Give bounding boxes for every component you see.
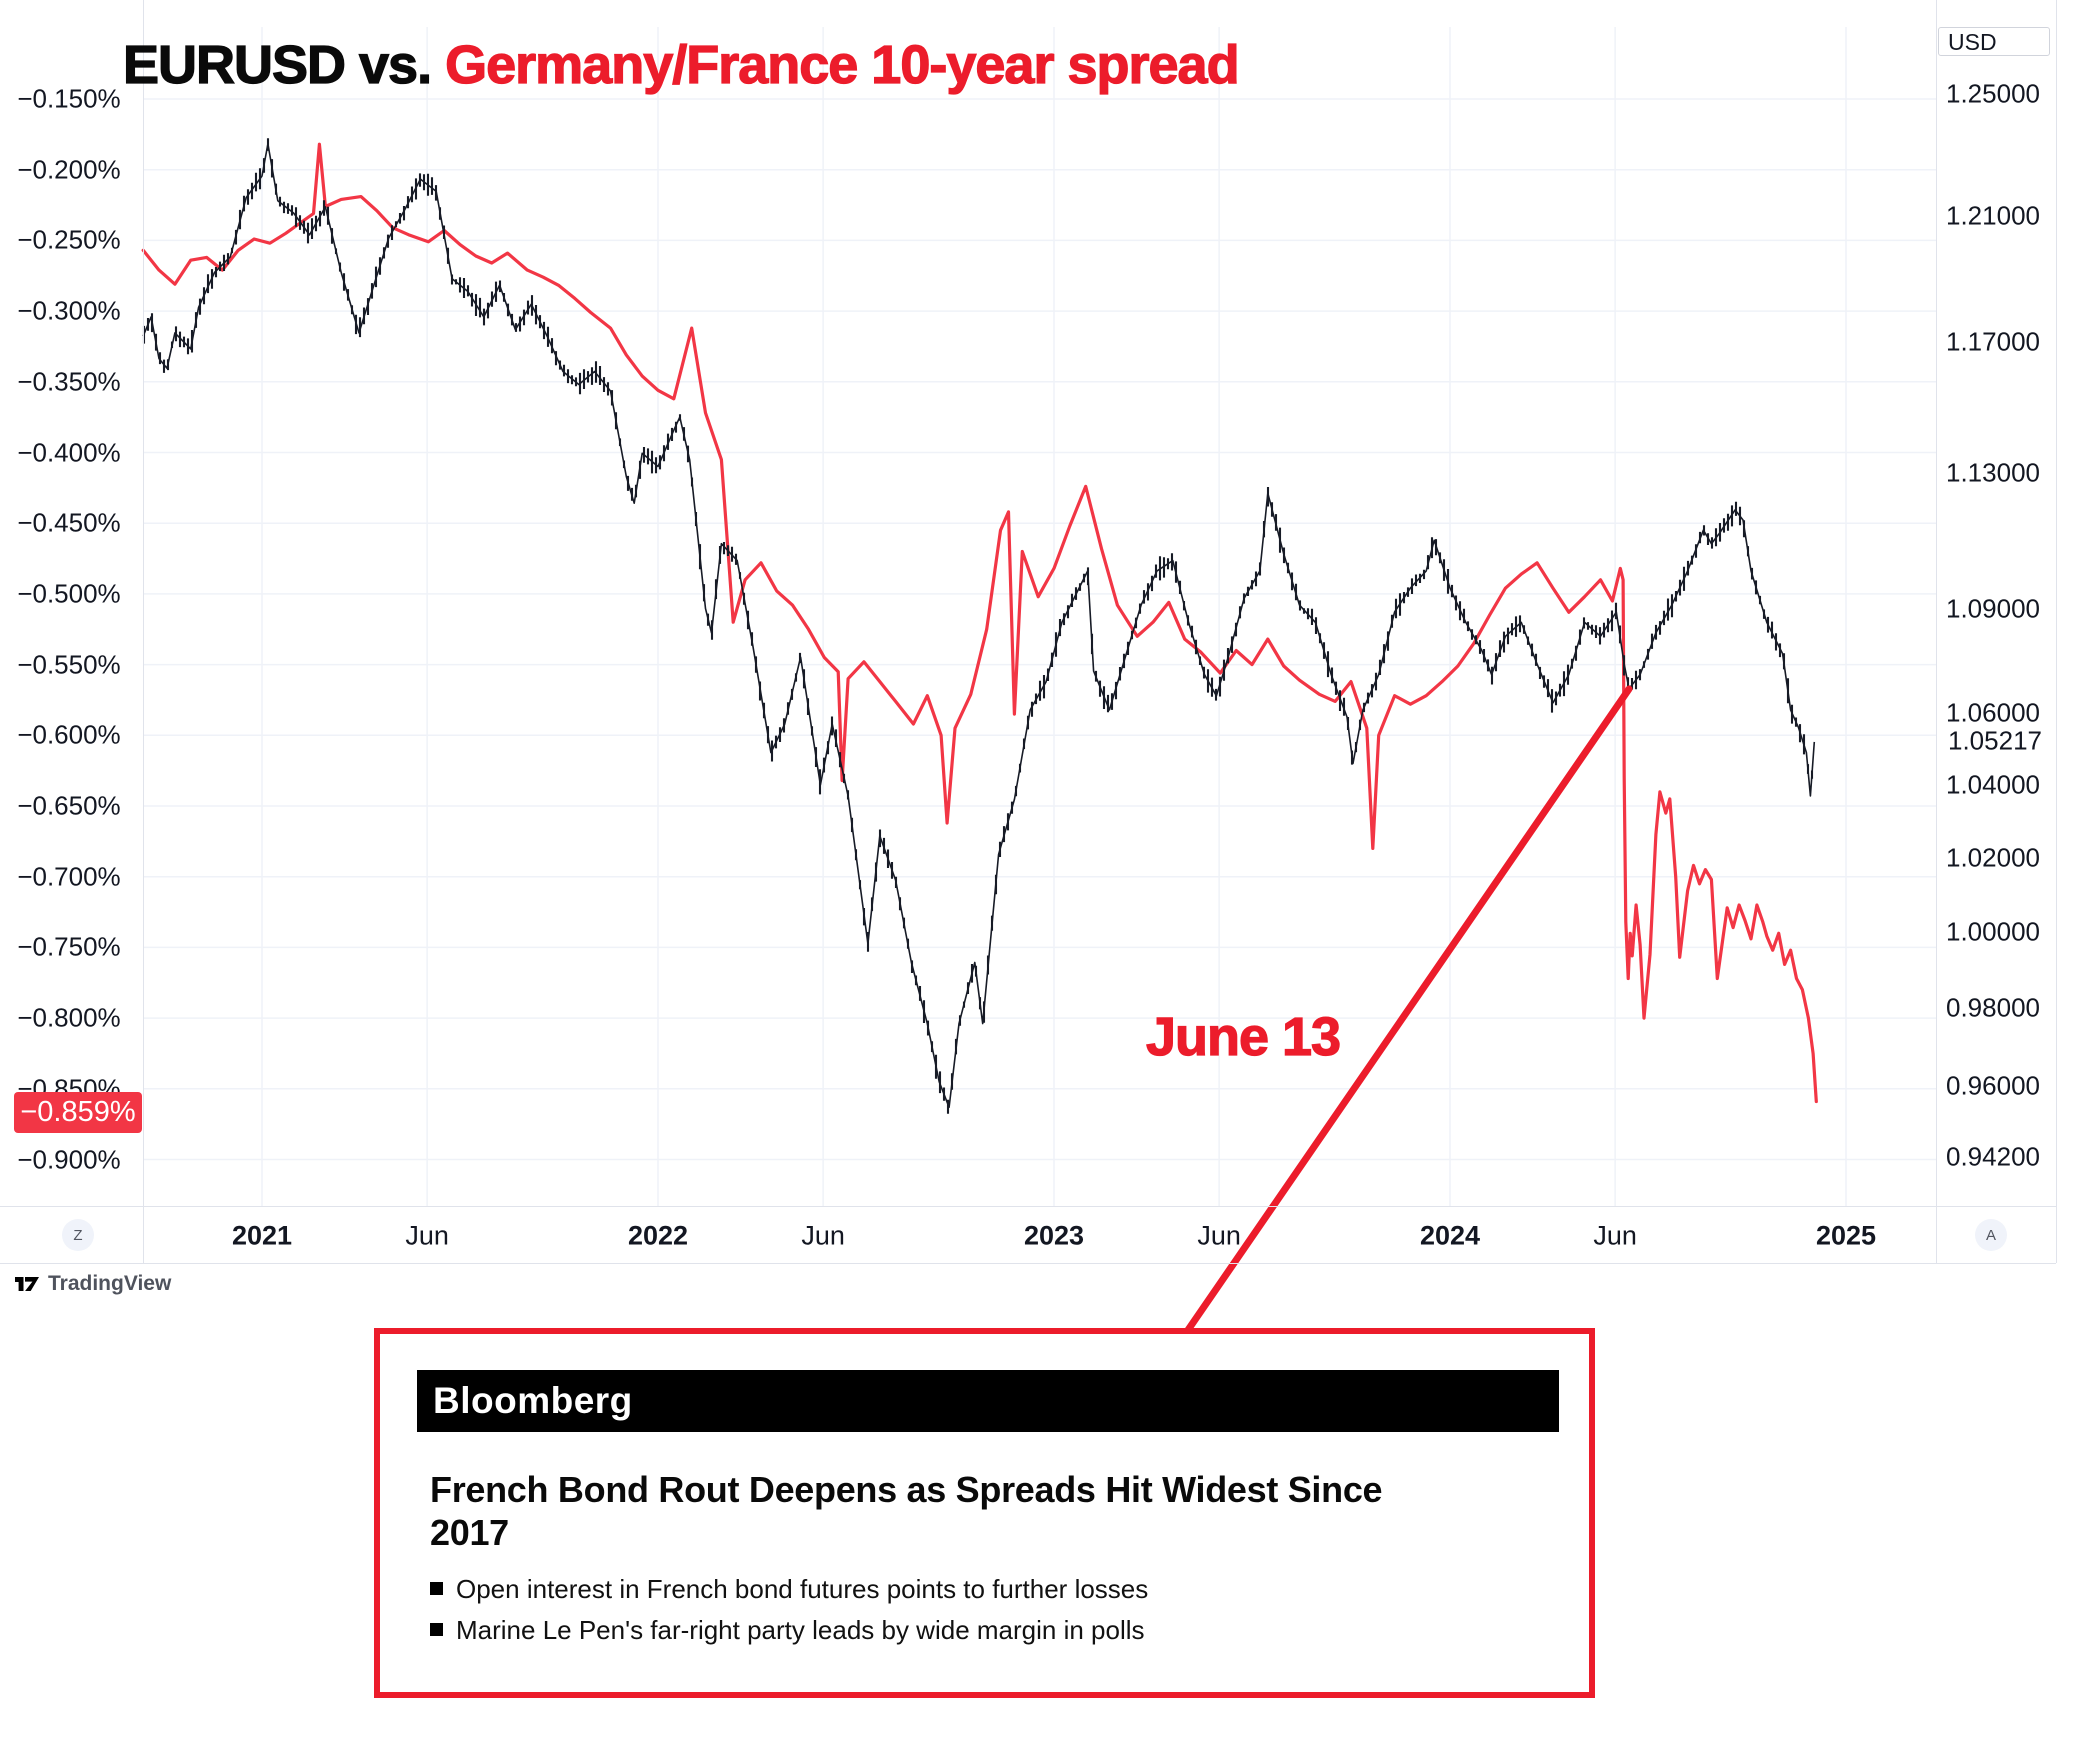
time-axis-tick-label: Jun [1593, 1220, 1637, 1251]
event-annotation-label: June 13 [1145, 1006, 1341, 1067]
time-axis-tick-label: Jun [1197, 1220, 1241, 1251]
time-axis-tick-label: Jun [801, 1220, 845, 1251]
right-axis-tick-label: 0.94200 [1946, 1141, 2040, 1172]
news-source-logo: Bloomberg [433, 1380, 633, 1421]
title-symbol: EURUSD vs. [122, 34, 446, 95]
news-headline: French Bond Rout Deepens as Spreads Hit … [430, 1469, 1383, 1553]
time-axis-tick-label: Jun [405, 1220, 449, 1251]
news-bullet-text: Marine Le Pen's far-right party leads by… [456, 1615, 1145, 1645]
spread-last-value-badge: −0.859% [14, 1092, 142, 1133]
left-axis-tick-label: −0.400% [17, 437, 121, 467]
time-axis-separator [0, 1206, 2056, 1207]
left-axis-tick-label: −0.300% [17, 295, 121, 326]
left-axis-tick-label: −0.600% [17, 719, 121, 750]
right-axis-tick-label: 0.96000 [1946, 1070, 2040, 1101]
left-axis-separator [143, 0, 144, 1263]
time-axis-tick-label: 2025 [1815, 1220, 1877, 1251]
news-bullet-text: Open interest in French bond futures poi… [456, 1574, 1149, 1604]
right-axis-tick-label: 1.25000 [1946, 78, 2040, 109]
right-axis-currency-badge: USD [1938, 27, 2050, 56]
left-axis-tick-label: −0.200% [17, 154, 121, 185]
time-axis-tick-label: 2021 [231, 1220, 293, 1251]
time-axis-tick-label: 2023 [1023, 1220, 1085, 1251]
tradingview-watermark-text: TradingView [48, 1272, 172, 1295]
timezone-button[interactable]: Z [62, 1219, 94, 1251]
left-axis-tick-label: −0.500% [17, 578, 121, 609]
time-axis-tick-label: 2024 [1419, 1220, 1481, 1251]
right-axis-tick-label: 1.17000 [1946, 326, 2040, 357]
eurusd-last-value-label: 1.05217 [1946, 724, 2044, 758]
right-axis-tick-label: 1.06000 [1946, 697, 2040, 728]
news-bullet-list: Open interest in French bond futures poi… [430, 1574, 1148, 1645]
left-axis-tick-label: −0.900% [17, 1144, 121, 1174]
left-axis-tick-label: −0.150% [17, 83, 121, 114]
time-axis-tick-label: 2022 [627, 1220, 689, 1251]
news-card: Bloomberg French Bond Rout Deepens as Sp… [374, 1328, 1595, 1698]
news-bullet-item: Marine Le Pen's far-right party leads by… [430, 1615, 1148, 1645]
left-axis-tick-label: −0.800% [17, 1002, 121, 1033]
right-axis-tick-label: 0.98000 [1946, 992, 2040, 1023]
auto-scale-button[interactable]: A [1975, 1219, 2007, 1251]
right-axis-tick-label: 1.09000 [1946, 593, 2040, 624]
left-axis-tick-label: −0.750% [17, 931, 121, 962]
news-source-bar: Bloomberg [417, 1370, 1559, 1432]
bullet-square-icon [430, 1582, 443, 1595]
left-axis-tick-label: −0.650% [17, 790, 121, 821]
right-axis-tick-label: 1.21000 [1946, 200, 2040, 231]
page-title: EURUSD vs. Germany/France 10-year spread [122, 34, 1240, 96]
tradingview-logo-icon [14, 1273, 40, 1295]
left-axis-tick-label: −0.700% [17, 861, 121, 892]
right-axis-tick-label: 1.13000 [1946, 457, 2040, 488]
left-axis-tick-label: −0.450% [17, 507, 121, 538]
right-axis-tick-label: 1.00000 [1946, 916, 2040, 947]
right-panel-edge [2056, 0, 2057, 1263]
title-spread: Germany/France 10-year spread [444, 34, 1240, 95]
time-axis-bottom-border [0, 1263, 2056, 1264]
right-axis-tick-label: 1.02000 [1946, 842, 2040, 873]
news-bullet-item: Open interest in French bond futures poi… [430, 1574, 1148, 1604]
right-axis-separator [1936, 0, 1937, 1263]
bullet-square-icon [430, 1623, 443, 1636]
left-axis-tick-label: −0.250% [17, 224, 121, 255]
left-axis-tick-label: −0.550% [17, 649, 121, 680]
left-axis-tick-label: −0.350% [17, 366, 121, 397]
tradingview-watermark: TradingView [14, 1272, 171, 1296]
right-axis-tick-label: 1.04000 [1946, 769, 2040, 800]
